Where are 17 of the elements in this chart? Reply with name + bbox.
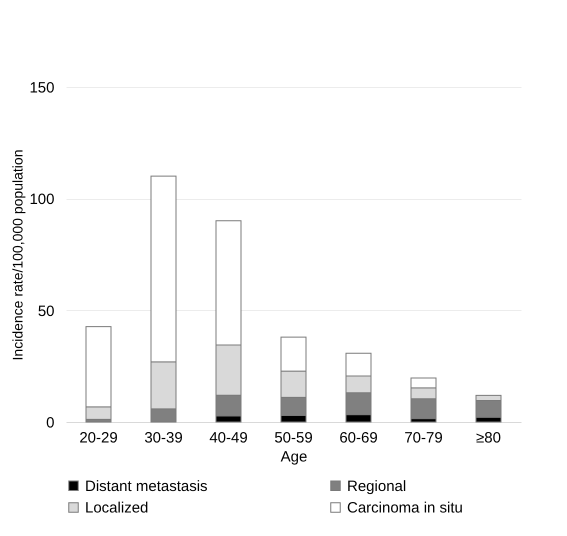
legend-label: Localized (85, 500, 148, 516)
x-axis-title: Age (280, 448, 308, 466)
x-tick-label: 20-29 (79, 430, 118, 446)
y-tick-label: 50 (38, 302, 54, 320)
x-tick-label: 60-69 (339, 430, 378, 446)
legend-label: Carcinoma in situ (347, 500, 463, 516)
x-tick-label: 40-49 (209, 430, 248, 446)
x-tick-label: 30-39 (144, 430, 183, 446)
x-tick-label: ≥80 (476, 430, 501, 446)
y-tick-label: 150 (29, 80, 54, 96)
x-tick-label: 70-79 (404, 430, 443, 446)
y-tick-label: 100 (29, 191, 54, 208)
legend-label: Regional (347, 478, 406, 495)
y-axis-title: Incidence rate/100,000 population (9, 150, 26, 360)
legend-label: Distant metastasis (85, 478, 208, 495)
x-tick-label: 50-59 (274, 430, 313, 446)
y-tick-label: 0 (46, 414, 54, 432)
